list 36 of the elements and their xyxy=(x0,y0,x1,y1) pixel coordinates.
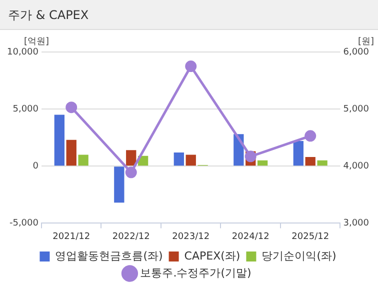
point xyxy=(304,130,316,142)
point xyxy=(66,102,78,114)
bar xyxy=(174,152,184,166)
y-tick-label: 0 xyxy=(32,161,39,172)
y2-axis-title: [원] xyxy=(358,36,374,47)
point xyxy=(185,60,197,72)
y-axis-title: [억원] xyxy=(24,36,50,47)
bar xyxy=(54,114,64,166)
bar xyxy=(317,160,328,166)
x-tick-label: 2025/12 xyxy=(292,232,330,242)
y2-tick-label: 6,000 xyxy=(343,47,370,58)
x-tick-label: 2021/12 xyxy=(52,232,90,242)
legend-label: 보통주.수정주가(기말) xyxy=(140,266,252,280)
x-tick-label: 2023/12 xyxy=(172,232,210,242)
x-tick-label: 2024/12 xyxy=(232,232,270,242)
bar xyxy=(126,150,136,166)
bar xyxy=(257,160,268,166)
point xyxy=(244,150,256,162)
bar xyxy=(78,154,88,166)
y2-tick-label: 3,000 xyxy=(343,218,370,229)
y2-tick-label: 4,000 xyxy=(343,161,370,172)
y-tick-label: 10,000 xyxy=(6,47,39,58)
bar xyxy=(293,141,304,166)
chart-title: 주가 & CAPEX xyxy=(0,0,378,30)
bar xyxy=(186,154,196,166)
legend-label: 당기순이익(좌) xyxy=(262,249,336,262)
legend-label: 영업활동현금흐름(좌) xyxy=(55,249,163,262)
x-tick-label: 2022/12 xyxy=(112,232,150,242)
y2-tick-label: 5,000 xyxy=(343,104,370,114)
legend-label: CAPEX(좌) xyxy=(184,249,240,262)
y-tick-label: -5,000 xyxy=(9,218,39,229)
bar xyxy=(66,140,76,166)
y-tick-label: 5,000 xyxy=(12,104,39,114)
bar xyxy=(114,166,124,203)
bar xyxy=(305,157,316,166)
point xyxy=(125,166,137,178)
